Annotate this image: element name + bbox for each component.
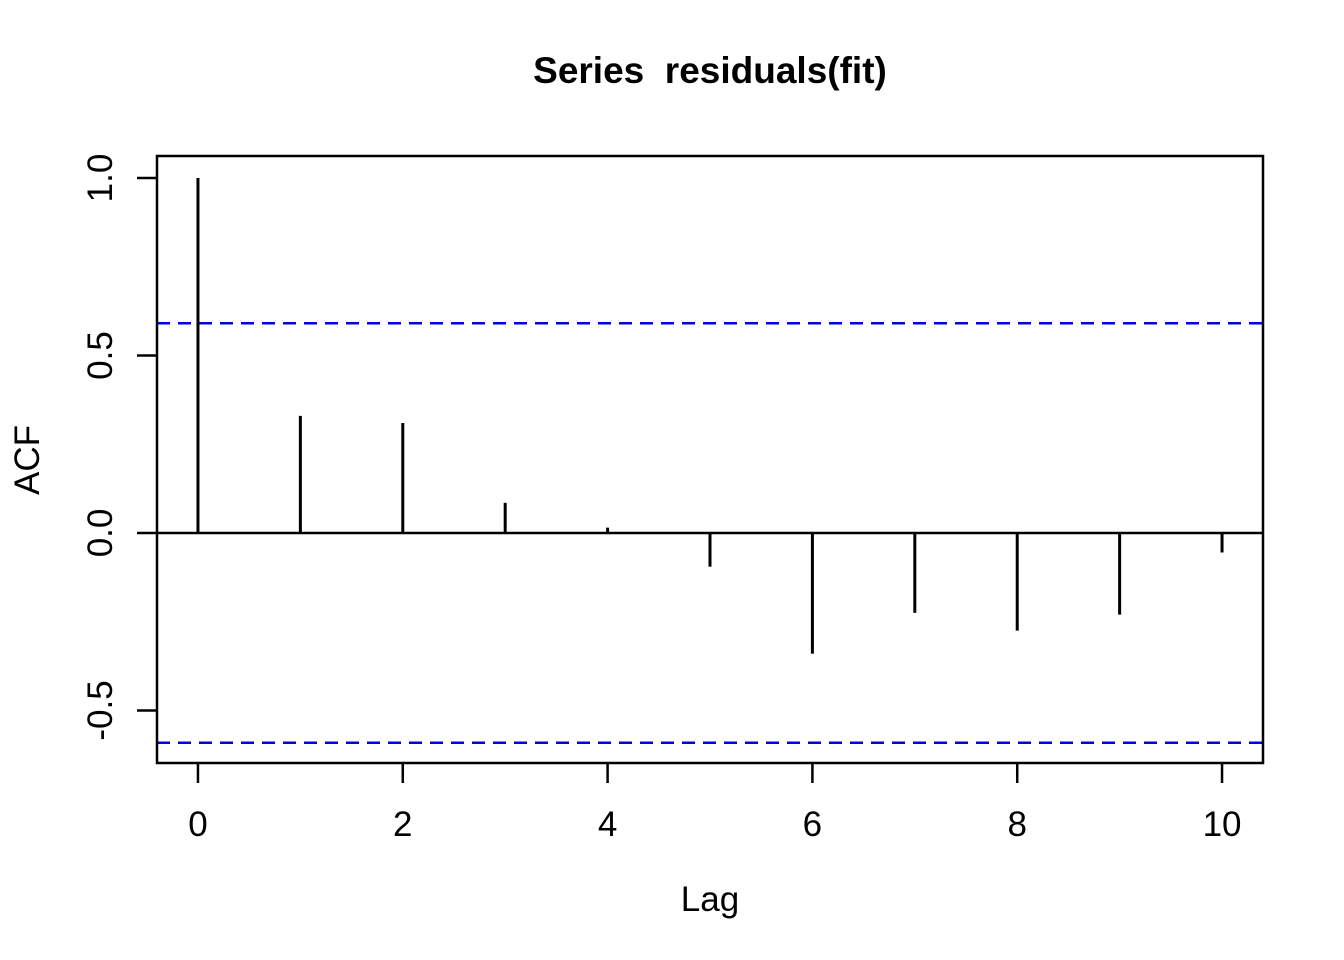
y-tick-label-0.5: 0.5 [81, 331, 120, 380]
x-tick-label-6: 6 [803, 805, 822, 844]
x-axis-title: Lag [680, 880, 740, 919]
plot-border [155, 154, 1265, 765]
chart-title: Series residuals(fit) [533, 50, 887, 91]
y-tick-label-1.0: 1.0 [81, 154, 120, 203]
x-tick-label-2: 2 [393, 805, 412, 844]
y-tick-label-0.0: 0.0 [81, 509, 120, 558]
x-tick-label-4: 4 [598, 805, 617, 844]
x-tick-label-8: 8 [1007, 805, 1026, 844]
x-tick-label-0: 0 [188, 805, 207, 844]
x-tick-label-10: 10 [1203, 805, 1242, 844]
y-tick-label--0.5: -0.5 [81, 680, 120, 740]
